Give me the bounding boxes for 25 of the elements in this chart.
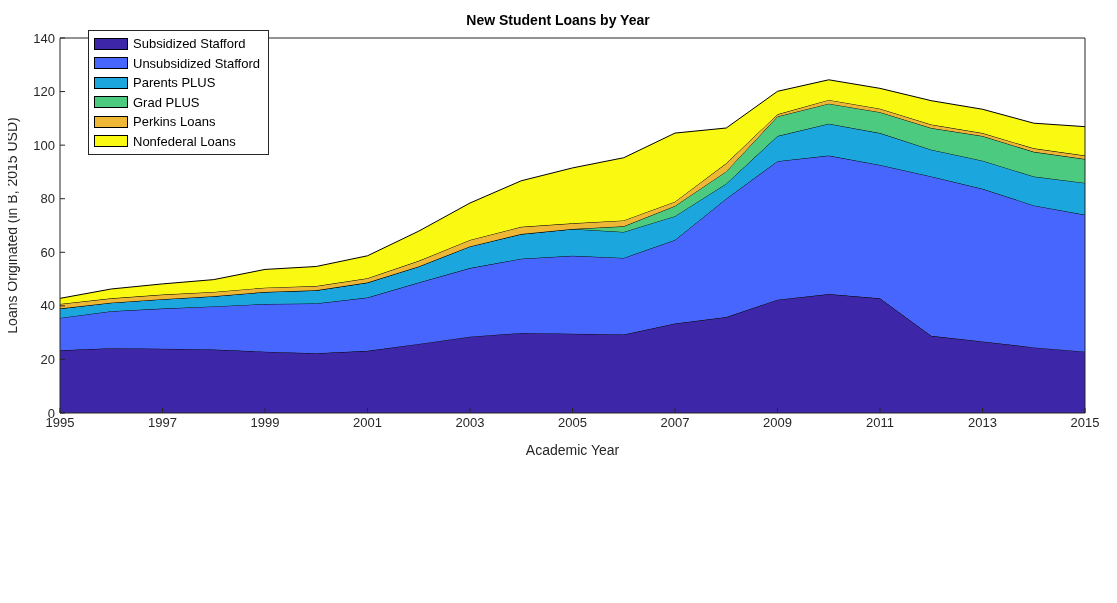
legend-label: Parents PLUS bbox=[133, 75, 216, 91]
x-tick-label: 2009 bbox=[763, 415, 792, 431]
legend-label: Grad PLUS bbox=[133, 94, 200, 110]
x-axis-title: Academic Year bbox=[525, 442, 620, 458]
x-tick-label: 2013 bbox=[968, 415, 997, 431]
x-tick-label: 2003 bbox=[455, 415, 485, 431]
legend-label: Perkins Loans bbox=[133, 114, 216, 130]
x-tick-label: 2007 bbox=[660, 415, 690, 431]
legend-label: Subsidized Stafford bbox=[133, 36, 246, 52]
legend-label: Unsubsidized Stafford bbox=[133, 55, 260, 71]
y-tick-label: 80 bbox=[40, 191, 55, 207]
x-tick-label: 2005 bbox=[558, 415, 587, 431]
x-tick-label: 2001 bbox=[353, 415, 382, 431]
x-tick-label: 2011 bbox=[866, 415, 894, 431]
x-tick-label: 2015 bbox=[1070, 415, 1100, 431]
x-tick-label: 1997 bbox=[148, 415, 177, 431]
y-tick-label: 120 bbox=[33, 84, 55, 100]
y-tick-label: 100 bbox=[33, 137, 55, 153]
chart-title: New Student Loans by Year bbox=[465, 12, 651, 28]
legend-label: Nonfederal Loans bbox=[133, 133, 236, 149]
y-tick-label: 40 bbox=[40, 298, 55, 314]
x-tick-label: 1999 bbox=[250, 415, 280, 431]
y-tick-label: 20 bbox=[40, 352, 55, 368]
y-tick-label: 60 bbox=[40, 244, 55, 260]
y-tick-label: 140 bbox=[33, 30, 55, 46]
